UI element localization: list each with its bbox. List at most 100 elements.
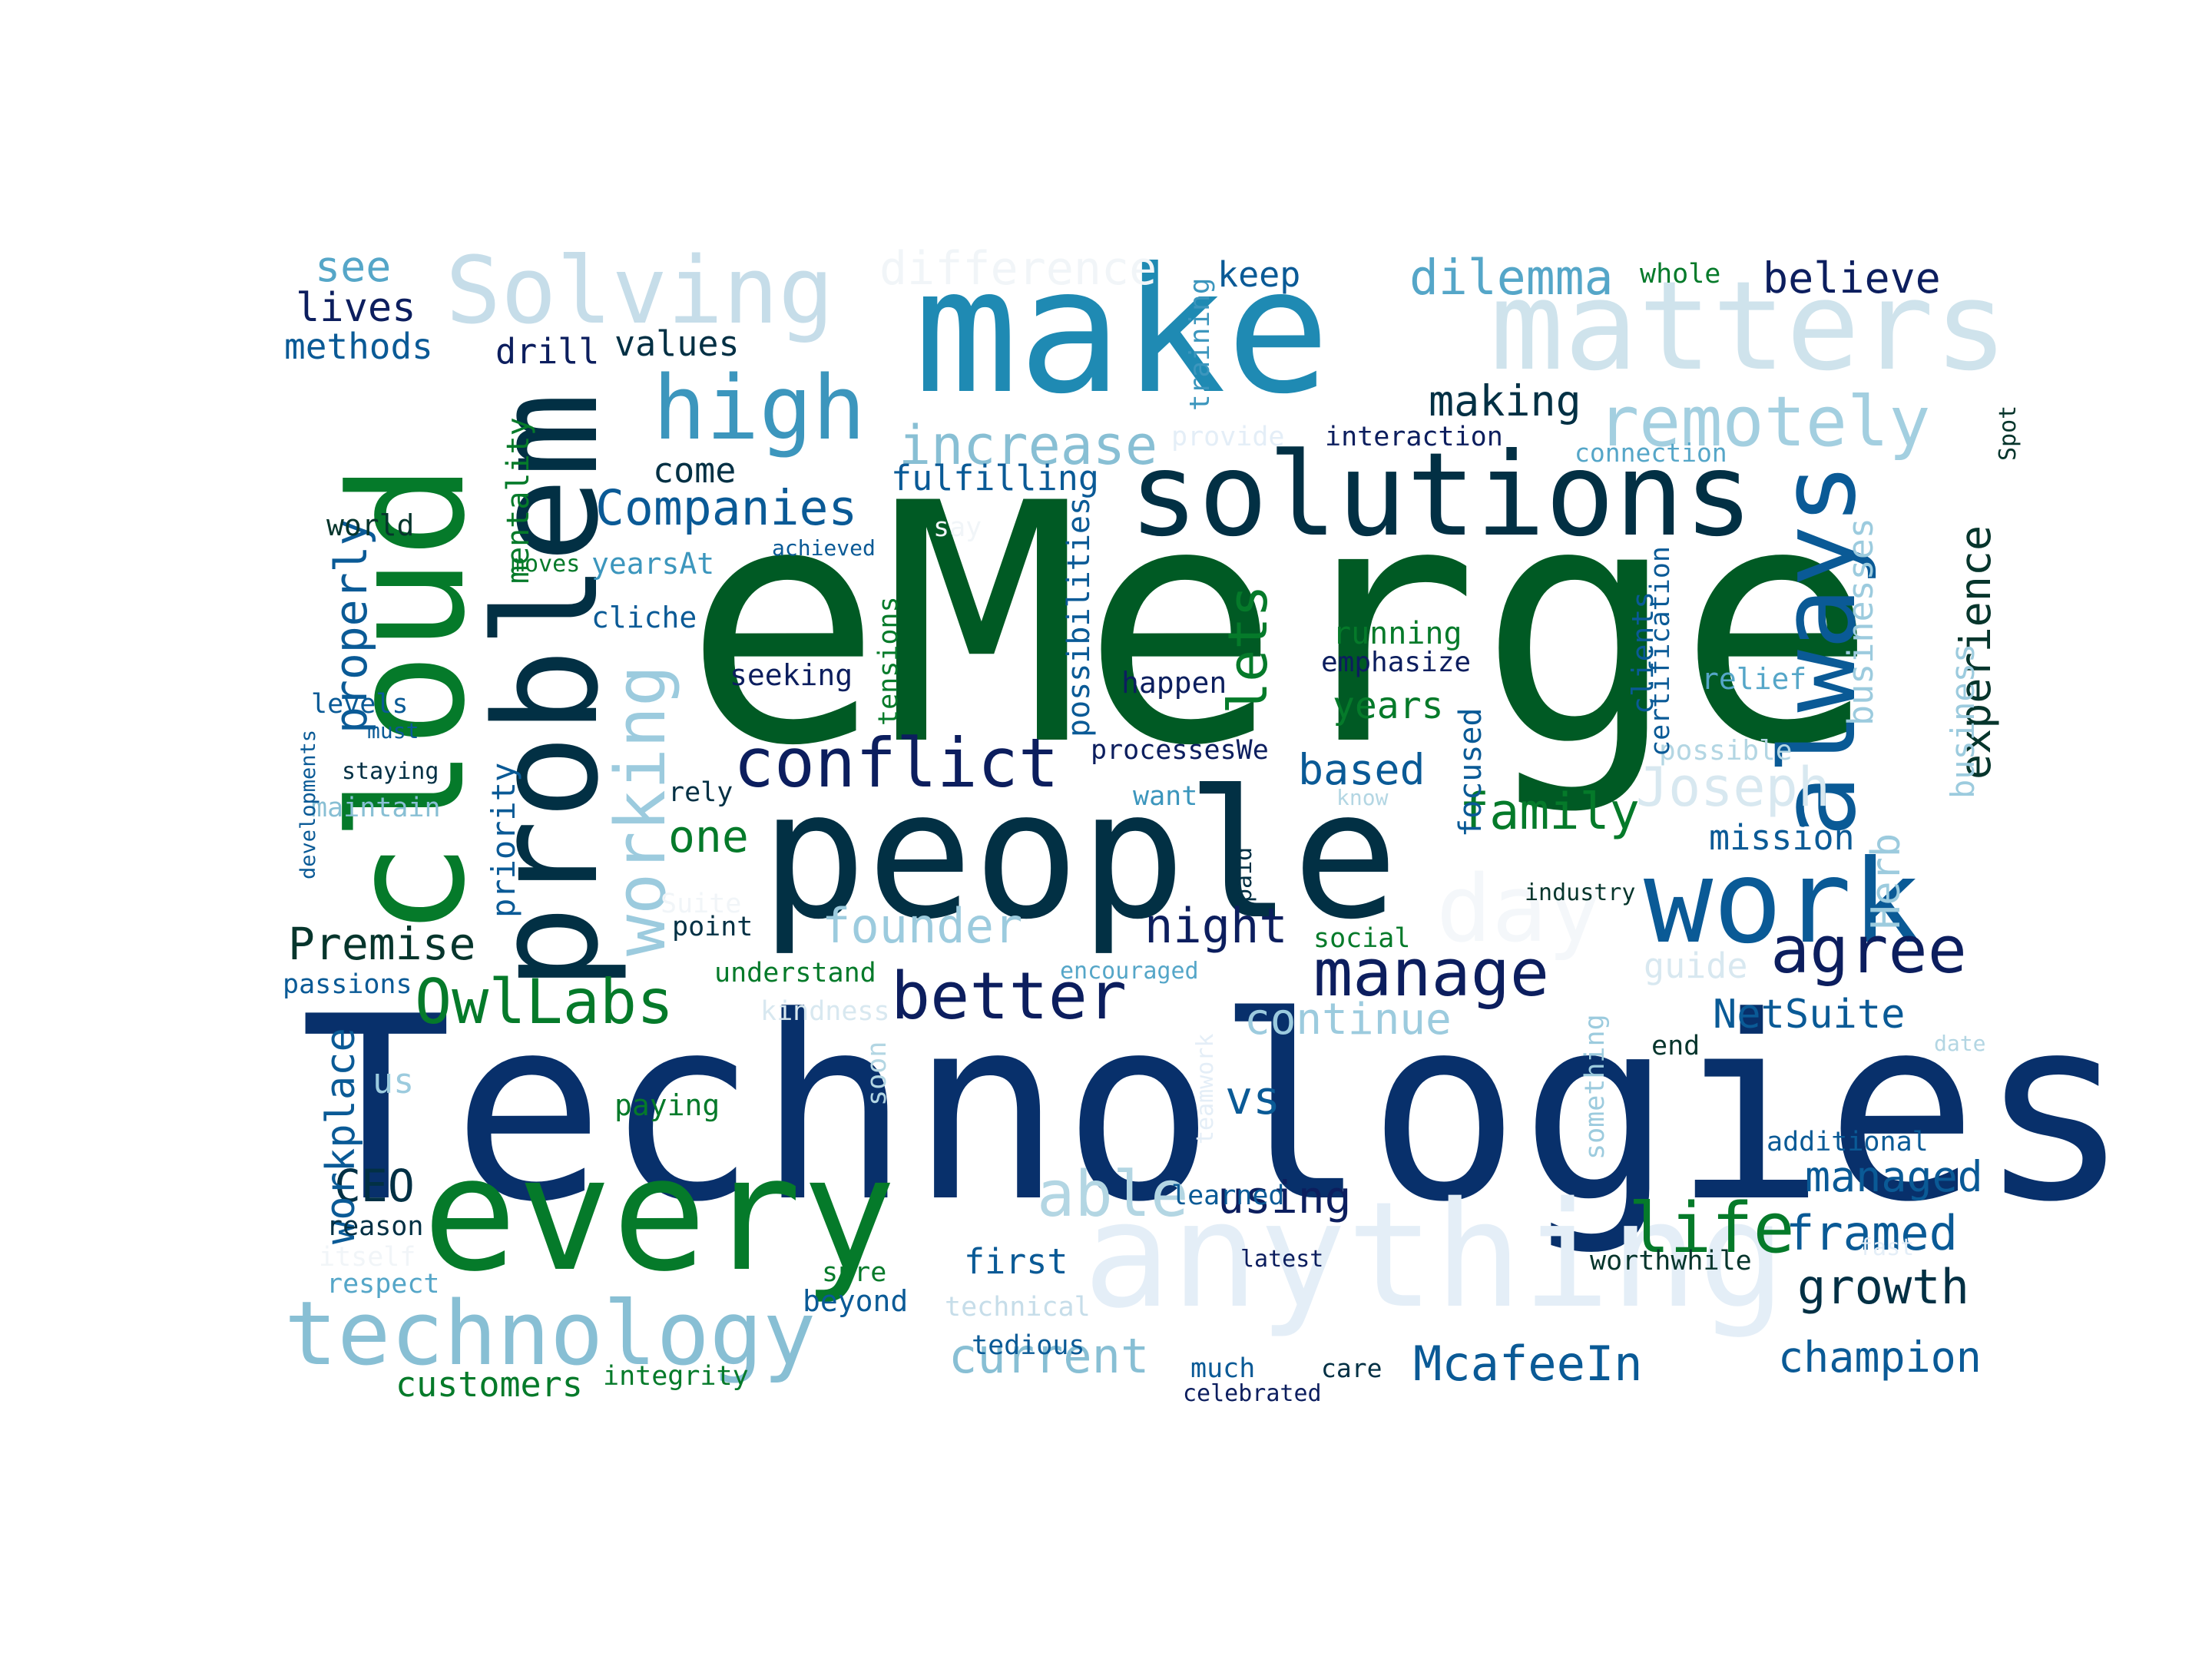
word-technologies: Technologies <box>300 962 2131 1257</box>
word-relief: relief <box>1701 662 1807 696</box>
word-possible: possible <box>1659 735 1793 767</box>
word-anything: anything <box>1083 1171 1786 1340</box>
word-believe: believe <box>1763 253 1941 303</box>
word-rely: rely <box>668 777 733 808</box>
word-additional: additional <box>1767 1127 1929 1157</box>
word-night: night <box>1144 898 1288 954</box>
word-conflict: conflict <box>733 724 1059 803</box>
word-beyond: beyond <box>803 1284 909 1318</box>
word-mission: mission <box>1709 817 1855 858</box>
word-using: using <box>1217 1171 1352 1224</box>
word-running: running <box>1333 616 1462 651</box>
word-see: see <box>315 242 392 291</box>
word-focused: focused <box>1453 707 1488 837</box>
word-emphasize: emphasize <box>1321 647 1472 678</box>
word-fast: fast <box>1859 1234 1915 1261</box>
word-staying: staying <box>342 758 439 785</box>
word-founder: founder <box>822 898 1023 954</box>
word-dilemma: dilemma <box>1409 250 1614 306</box>
word-soon: soon <box>862 1041 892 1106</box>
word-know: know <box>1336 785 1389 810</box>
word-difference: difference <box>879 242 1157 296</box>
word-agree: agree <box>1770 912 1967 988</box>
word-understand: understand <box>714 958 876 988</box>
word-continue: continue <box>1244 995 1452 1045</box>
word-social: social <box>1313 923 1411 954</box>
word-manage: manage <box>1313 935 1550 1012</box>
word-businesses: businesses <box>1840 518 1881 726</box>
word-emerge: eMerge <box>684 434 1877 818</box>
word-able: able <box>1037 1158 1189 1231</box>
word-provide: provide <box>1171 422 1285 452</box>
word-point: point <box>672 912 753 942</box>
word-suite: Suite <box>661 889 742 919</box>
word-current: current <box>949 1328 1150 1384</box>
word-reason: reason <box>326 1211 424 1242</box>
word-us: us <box>373 1061 415 1101</box>
word-people: people <box>760 753 1399 959</box>
word-training: training <box>1184 277 1216 411</box>
word-teamwork: teamwork <box>1192 1033 1219 1145</box>
word-one: one <box>668 810 749 863</box>
word-growth: growth <box>1797 1259 1969 1315</box>
word-life: life <box>1628 1188 1795 1269</box>
word-technical: technical <box>945 1292 1091 1323</box>
word-high: high <box>653 357 866 460</box>
word-end: end <box>1651 1031 1700 1061</box>
word-happen: happen <box>1121 666 1227 700</box>
word-priority: priority <box>485 762 522 918</box>
word-vs: vs <box>1225 1071 1281 1125</box>
word-integrity: integrity <box>603 1361 749 1392</box>
word-something: something <box>1580 1014 1611 1160</box>
word-passions: passions <box>283 969 412 1000</box>
word-care: care <box>1321 1353 1382 1383</box>
word-managed: managed <box>1805 1152 1983 1201</box>
word-tedious: tedious <box>972 1330 1085 1361</box>
word-interaction: interaction <box>1325 422 1503 452</box>
word-day: day <box>1436 856 1603 963</box>
word-netsuite: NetSuite <box>1713 992 1906 1038</box>
word-making: making <box>1429 376 1581 426</box>
word-first: first <box>964 1241 1068 1282</box>
word-industry: industry <box>1525 879 1636 906</box>
word-possibilities: possibilities <box>1061 496 1097 737</box>
word-lets: lets <box>1217 584 1280 714</box>
word-kindness: kindness <box>760 996 890 1027</box>
word-paid: paid <box>1230 846 1257 902</box>
word-must: must <box>367 718 419 743</box>
word-solutions: solutions <box>1129 429 1753 562</box>
word-achieved: achieved <box>772 535 876 561</box>
word-mcafeein: McafeeIn <box>1413 1336 1643 1392</box>
word-sure: sure <box>822 1257 887 1288</box>
word-business: business <box>1944 643 1982 799</box>
word-itself: itself <box>319 1242 416 1273</box>
word-remotely: remotely <box>1598 382 1931 462</box>
word-work: work <box>1644 836 1922 969</box>
word-levels: levels <box>311 689 409 720</box>
word-date: date <box>1934 1031 1986 1056</box>
word-developments: developments <box>296 729 320 879</box>
word-values: values <box>614 323 740 364</box>
word-celebrated: celebrated <box>1183 1380 1322 1407</box>
word-latest: latest <box>1240 1246 1324 1273</box>
word-ceo: CEO <box>334 1160 415 1212</box>
word-increase: increase <box>899 414 1158 477</box>
word-come: come <box>653 450 737 491</box>
word-methods: methods <box>284 326 433 367</box>
word-paying: paying <box>614 1088 720 1122</box>
word-matters: matters <box>1490 254 2008 398</box>
word-drill: drill <box>495 331 600 372</box>
word-much: much <box>1190 1353 1256 1384</box>
word-lives: lives <box>296 285 416 331</box>
word-technology: technology <box>284 1283 816 1386</box>
word-better: better <box>891 959 1128 1035</box>
word-maintain: maintain <box>311 793 441 823</box>
word-want: want <box>1133 781 1198 812</box>
word-premise: Premise <box>288 918 476 970</box>
word-joseph: Joseph <box>1636 756 1830 819</box>
word-fulfilling: fulfilling <box>891 458 1099 498</box>
word-say: say <box>933 512 982 543</box>
word-spot: Spot <box>1995 405 2022 461</box>
word-worthwhile: worthwhile <box>1590 1246 1752 1277</box>
word-mentality: mentality <box>501 417 536 584</box>
